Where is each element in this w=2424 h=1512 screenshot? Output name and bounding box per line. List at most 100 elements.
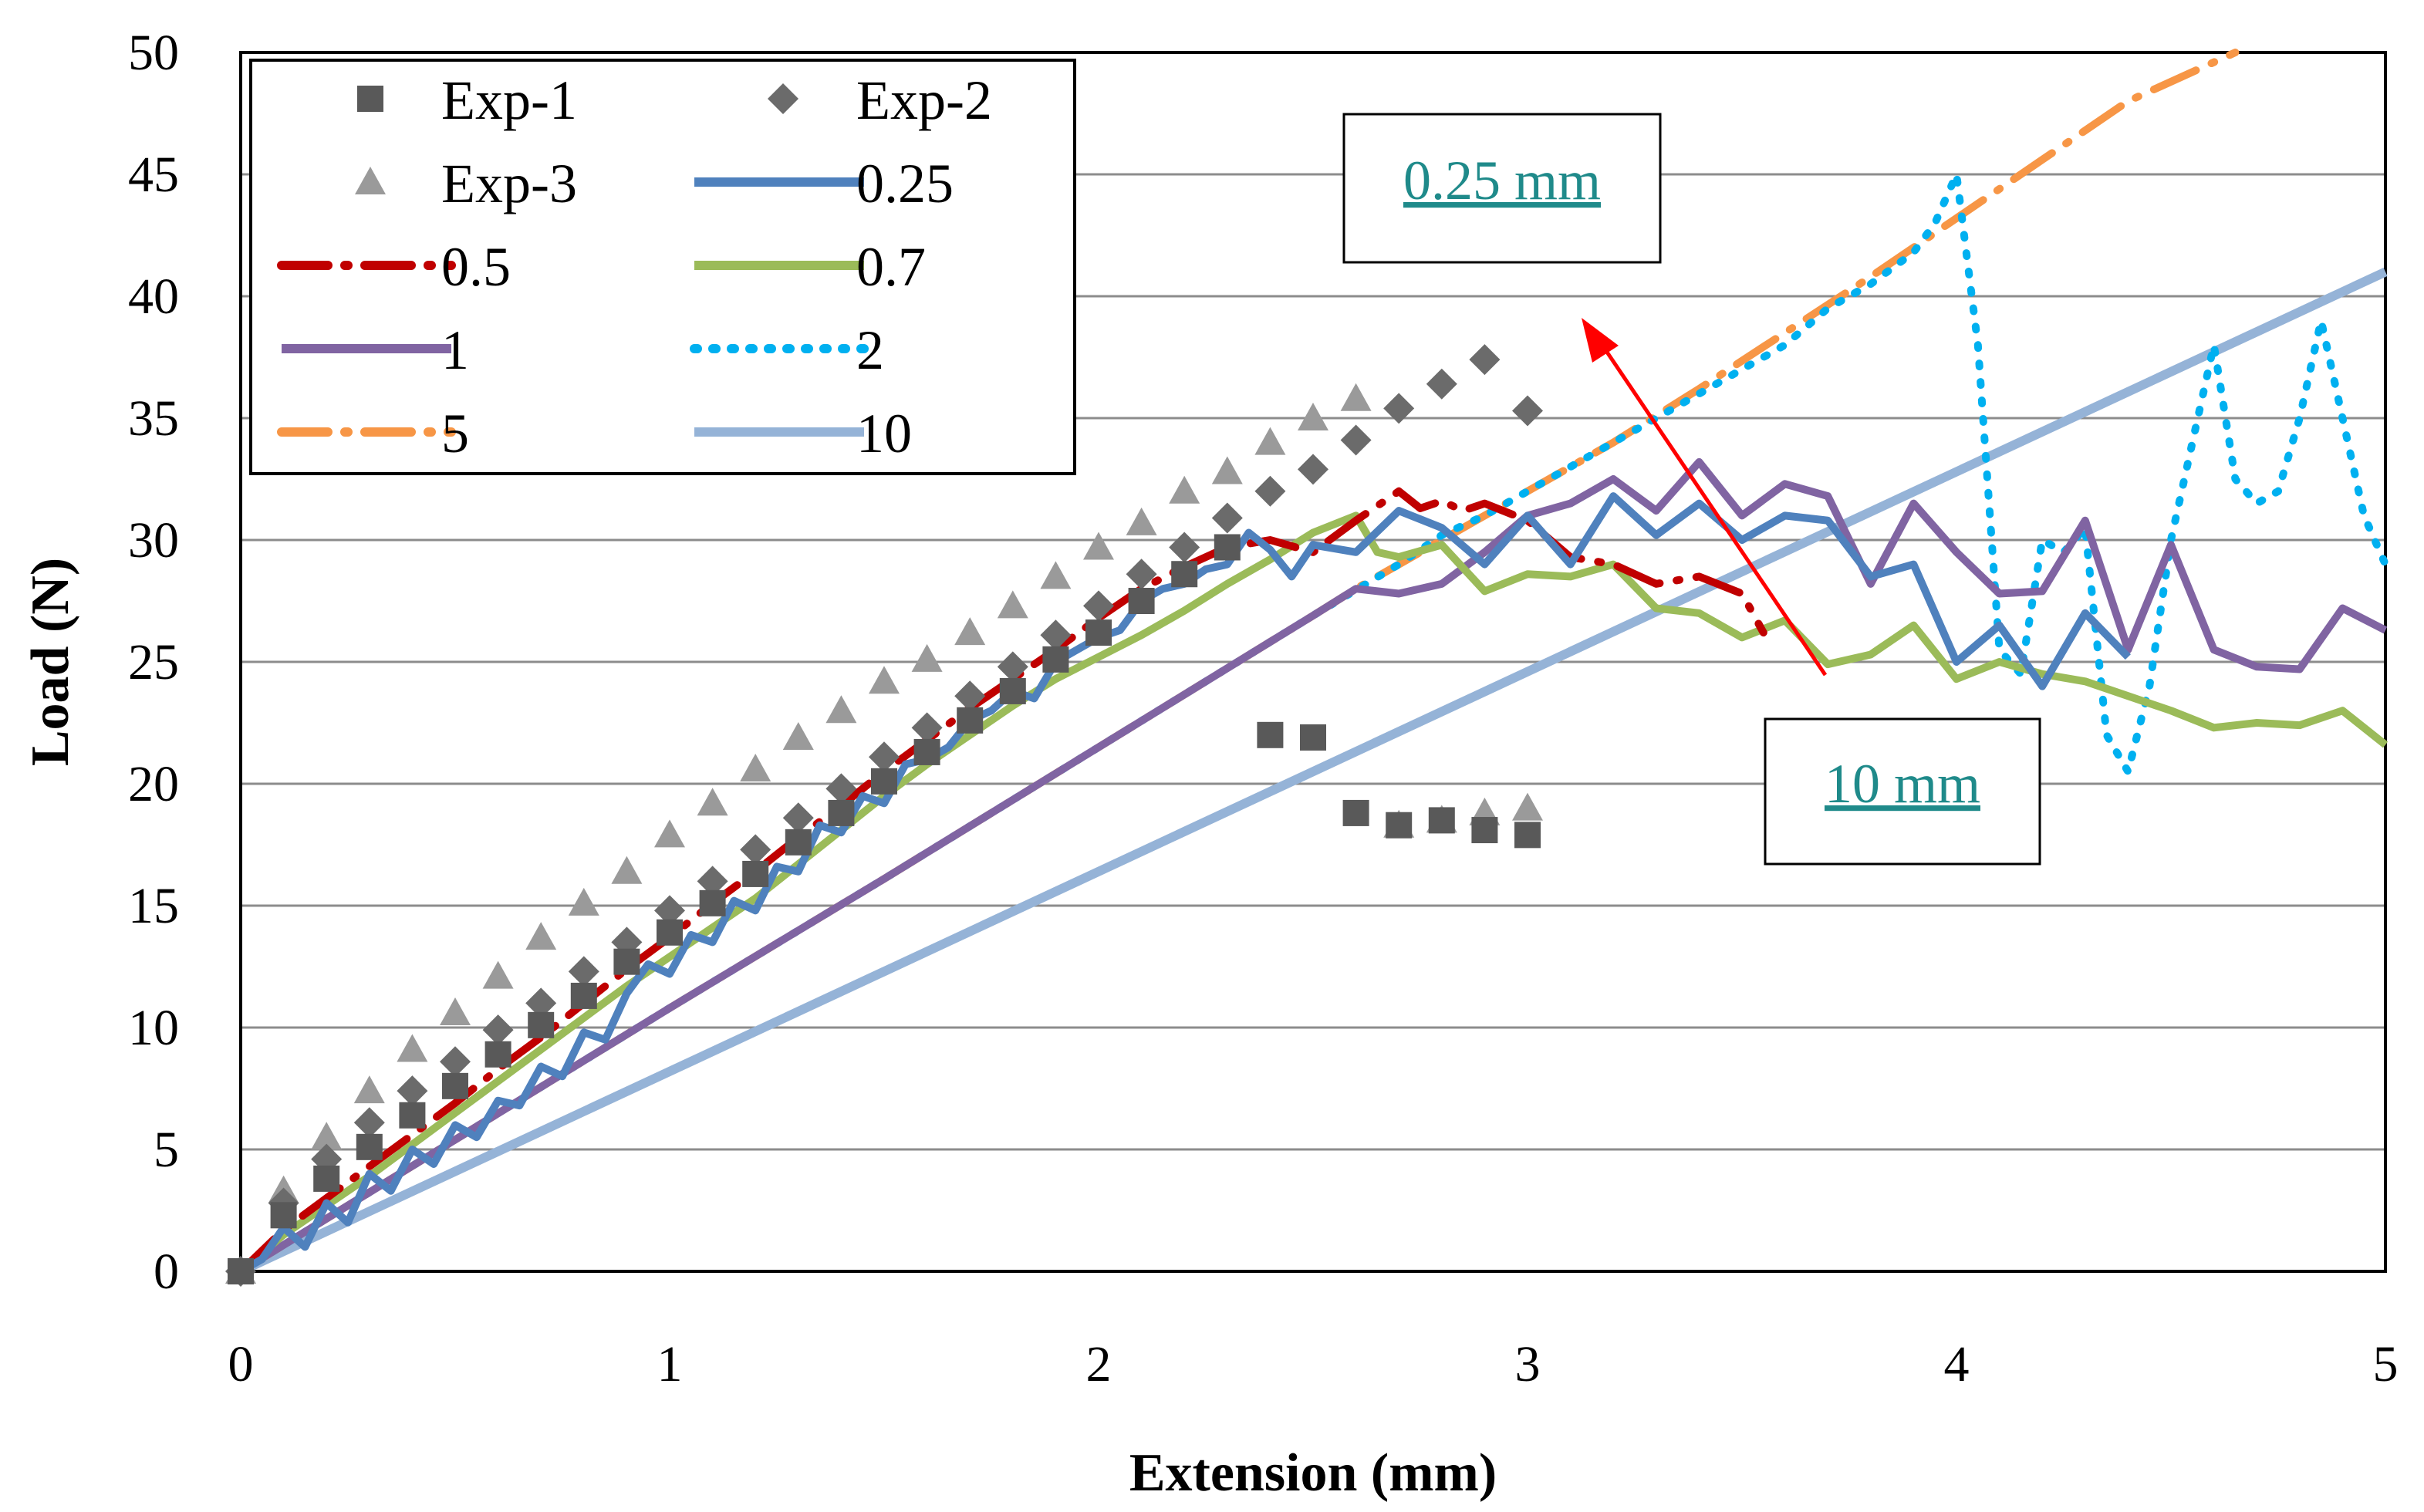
series-exp-1 [228,534,1541,1284]
y-tick-label: 0 [154,1244,179,1300]
series-exp-3-point [525,922,557,950]
legend-item-5: 5 [277,403,469,464]
series-exp-1-point [1428,807,1455,834]
y-tick-label: 45 [128,147,179,203]
series-exp-1-point [1257,721,1284,748]
y-tick-label: 25 [128,634,179,690]
legend-item-exp-3: Exp-3 [355,153,577,214]
series-exp-1-point [785,829,812,856]
series-exp-1-point [699,889,726,916]
series-exp-2-point [1340,424,1372,456]
legend-item-exp-2-label: Exp-2 [856,69,992,131]
legend-item-0-25: 0.25 [694,153,954,214]
series-exp-2-point [911,712,943,744]
series-1 [238,457,2388,1275]
y-tick-label: 30 [128,512,179,569]
series-exp-1-point [1386,812,1413,839]
legend-item-exp-1-swatch [357,86,383,112]
series-exp-2-point [1083,590,1114,622]
series-exp-3-point [440,997,471,1026]
series-exp-3-point [954,617,986,646]
series-2-line [237,170,2389,1275]
legend-item-0-7-label: 0.7 [856,236,926,298]
series-exp-1-point [913,738,940,765]
legend-item-0-25-label: 0.25 [856,153,954,214]
y-tick-label: 20 [128,756,179,812]
series-exp-2-point [1298,454,1328,485]
legend: Exp-1 Exp-2 Exp-3 0.25 0.5 0.7 1 2 5 10 [249,59,1076,475]
series-exp-1-point [657,919,683,946]
series-exp-1-point [356,1133,383,1160]
series-0-5-line [237,487,1767,1275]
legend-item-exp-1: Exp-1 [357,69,577,131]
series-exp-2-point [697,866,728,897]
series-exp-2-point [568,956,599,987]
x-tick-label: 5 [2373,1336,2399,1392]
series-exp-2-point [1512,395,1543,427]
y-tick-label: 10 [128,1000,179,1056]
annotation-025mm: 0.25 mm [1342,113,1662,264]
legend-item-1: 1 [282,319,469,381]
legend-item-1-label: 1 [441,319,469,381]
series-exp-2-point [1254,475,1286,507]
series-exp-3-point [568,887,599,916]
series-exp-1-point [1128,588,1155,614]
legend-item-exp-2: Exp-2 [768,69,992,131]
series-exp-1-point [1214,534,1241,561]
series-exp-2-point [1126,559,1157,590]
series-exp-1-point [570,982,597,1009]
series-exp-2-point [1469,344,1501,376]
series-exp-1-point [1514,822,1541,849]
series-exp-3-point [1340,383,1372,411]
annotation-10mm-label: 10 mm [1825,753,1980,815]
series-exp-1-point [613,948,640,975]
series-exp-3-point [782,721,814,750]
annotation-10mm: 10 mm [1764,717,2041,866]
x-tick-label: 0 [228,1336,254,1392]
y-tick-label: 35 [128,390,179,447]
y-axis-title: Load (N) [21,558,80,766]
series-exp-3-point [1169,475,1200,504]
series-exp-3-point [697,788,728,816]
legend-item-5-label: 5 [441,403,469,464]
legend-item-10-label: 10 [856,403,912,464]
legend-item-exp-2-swatch [768,83,798,114]
series-exp-3-point [869,666,900,694]
series-exp-3-point [311,1122,343,1150]
series-exp-1-point [828,799,855,826]
series-exp-1-point [742,860,769,887]
legend-item-exp-1-label: Exp-1 [441,69,577,131]
legend-item-0-5-label: 0.5 [441,236,511,298]
series-exp-1-point [999,677,1026,704]
series-exp-3-point [482,960,514,989]
series-exp-1-point [484,1041,511,1068]
series-0-7-line [238,511,2389,1274]
series-10-line [238,267,2388,1276]
x-tick-label: 3 [1515,1336,1541,1392]
series-exp-1-point [1085,619,1112,646]
series-0-5 [237,487,1767,1275]
legend-item-2-label: 2 [856,319,884,381]
x-axis-title: Extension (mm) [1129,1443,1497,1503]
y-tick-label: 5 [154,1122,179,1178]
series-exp-2-point [525,987,557,1019]
series-exp-3-point [911,643,943,672]
series-exp-3-point [1040,561,1072,589]
series-exp-2-point [1383,393,1415,424]
legend-item-exp-3-label: Exp-3 [441,153,577,214]
series-exp-3-point [1126,507,1157,535]
series-exp-2-point [1211,502,1243,534]
y-tick-label: 15 [128,878,179,934]
series-0-7 [238,511,2389,1274]
legend-item-0-7: 0.7 [694,236,926,298]
x-tick-label: 2 [1086,1336,1112,1392]
series-exp-3-point [1083,532,1114,560]
series-exp-1-point [399,1102,426,1129]
series-exp-3-point [1298,403,1328,430]
series-exp-1-point [871,768,897,795]
series-exp-2-point [654,895,685,926]
series-exp-1-point [1171,561,1198,588]
legend-item-2: 2 [690,319,884,381]
series-exp-3-point [611,856,643,884]
series-exp-3-point [353,1075,385,1104]
